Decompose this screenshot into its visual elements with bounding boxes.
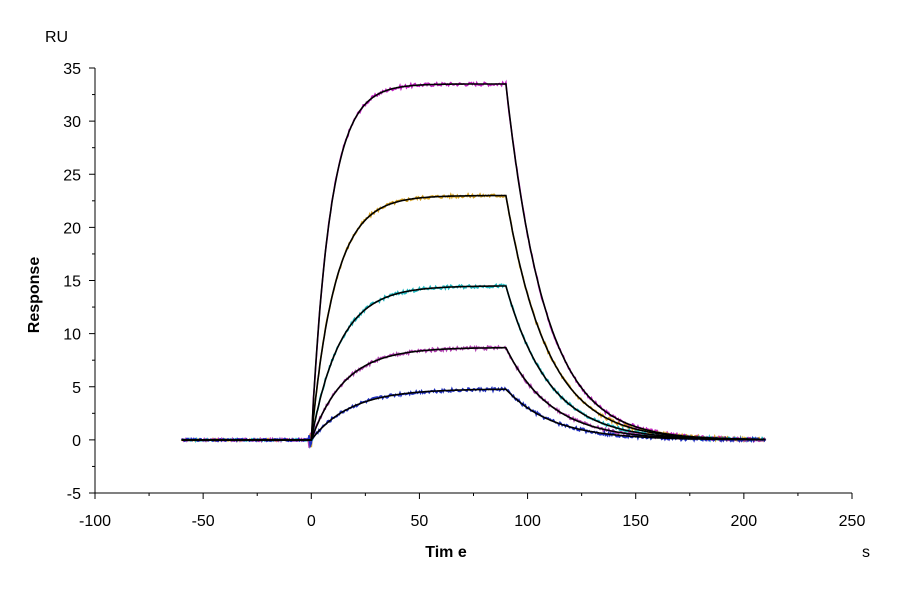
series-3-measured-curve <box>180 282 767 448</box>
y-tick-label: -5 <box>67 486 81 503</box>
series-3-fit-curve <box>181 285 766 441</box>
y-tick-label: 15 <box>63 274 81 291</box>
x-unit-label: s <box>862 544 870 561</box>
y-tick-label: 35 <box>63 61 81 78</box>
x-axis-title: Tim e <box>425 544 467 561</box>
y-tick-label: 20 <box>63 220 81 237</box>
y-tick-label: 30 <box>63 114 81 131</box>
y-tick-label: 10 <box>63 327 81 344</box>
series-layer <box>180 79 767 449</box>
x-tick-label: -100 <box>79 513 111 530</box>
series-4-measured-curve <box>181 344 767 449</box>
y-axis-title: Response <box>26 257 43 334</box>
y-tick-label: 5 <box>72 380 81 397</box>
series-1-measured-curve <box>181 79 767 444</box>
series-2-fit-curve <box>181 194 766 441</box>
y-tick-label: 25 <box>63 167 81 184</box>
y-tick-label: 0 <box>72 433 81 450</box>
x-tick-label: 200 <box>731 513 758 530</box>
x-tick-label: 50 <box>411 513 429 530</box>
series-2-measured-curve <box>180 192 767 448</box>
x-tick-label: -50 <box>192 513 215 530</box>
x-tick-label: 250 <box>839 513 866 530</box>
x-tick-label: 100 <box>514 513 541 530</box>
series-5-fit-curve <box>181 388 766 441</box>
fit-layer <box>181 83 766 441</box>
x-tick-label: 0 <box>307 513 316 530</box>
y-unit-label: RU <box>45 29 68 46</box>
ticks <box>89 67 853 499</box>
series-1-fit-curve <box>181 83 766 441</box>
series-4-fit-curve <box>181 346 766 441</box>
axes <box>94 68 852 494</box>
x-tick-label: 150 <box>622 513 649 530</box>
